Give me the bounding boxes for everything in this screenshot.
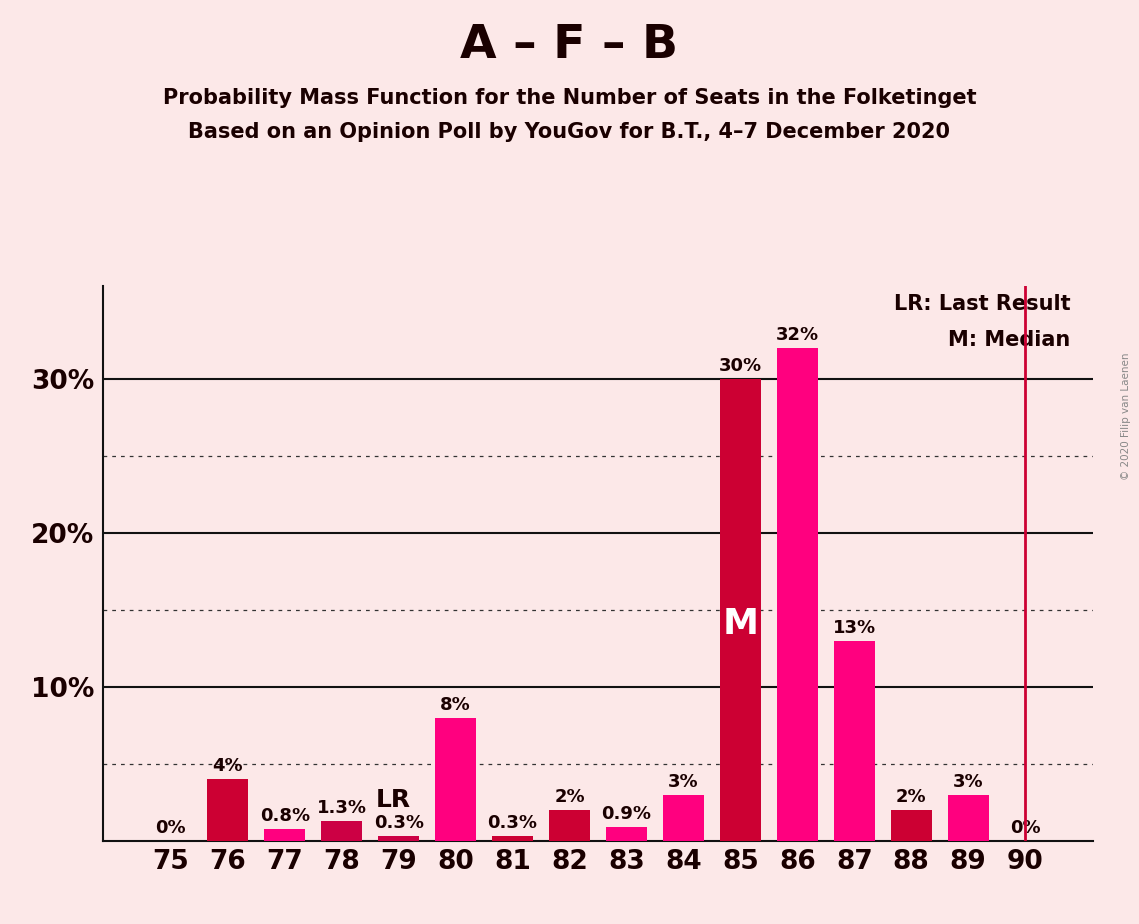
Text: 8%: 8% xyxy=(441,696,470,713)
Bar xyxy=(663,795,704,841)
Bar xyxy=(207,779,248,841)
Bar xyxy=(891,810,932,841)
Text: Based on an Opinion Poll by YouGov for B.T., 4–7 December 2020: Based on an Opinion Poll by YouGov for B… xyxy=(188,122,951,142)
Text: 13%: 13% xyxy=(833,619,876,637)
Text: 2%: 2% xyxy=(896,788,926,806)
Bar xyxy=(606,827,647,841)
Text: Probability Mass Function for the Number of Seats in the Folketinget: Probability Mass Function for the Number… xyxy=(163,88,976,108)
Text: 0.3%: 0.3% xyxy=(374,814,424,833)
Text: 32%: 32% xyxy=(776,326,819,345)
Bar xyxy=(378,836,419,841)
Text: M: Median: M: Median xyxy=(949,330,1071,349)
Bar xyxy=(435,718,476,841)
Bar xyxy=(777,348,818,841)
Text: 0.3%: 0.3% xyxy=(487,814,538,833)
Text: 4%: 4% xyxy=(213,758,243,775)
Bar xyxy=(834,640,875,841)
Bar xyxy=(492,836,533,841)
Text: 0.8%: 0.8% xyxy=(260,807,310,824)
Bar xyxy=(948,795,989,841)
Text: 3%: 3% xyxy=(669,772,698,791)
Text: 1.3%: 1.3% xyxy=(317,799,367,817)
Text: A – F – B: A – F – B xyxy=(460,23,679,68)
Text: LR: Last Result: LR: Last Result xyxy=(894,294,1071,314)
Text: 0%: 0% xyxy=(156,819,186,837)
Bar xyxy=(549,810,590,841)
Text: LR: LR xyxy=(376,787,411,811)
Text: M: M xyxy=(722,607,759,640)
Text: 2%: 2% xyxy=(555,788,584,806)
Text: 30%: 30% xyxy=(719,357,762,375)
Text: © 2020 Filip van Laenen: © 2020 Filip van Laenen xyxy=(1121,352,1131,480)
Bar xyxy=(720,379,761,841)
Bar xyxy=(321,821,362,841)
Text: 3%: 3% xyxy=(953,772,983,791)
Text: 0%: 0% xyxy=(1010,819,1040,837)
Text: 0.9%: 0.9% xyxy=(601,805,652,823)
Bar xyxy=(264,829,305,841)
